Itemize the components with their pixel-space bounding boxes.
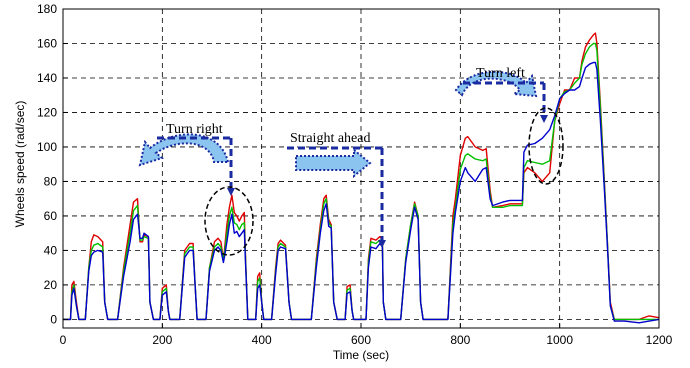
y-tick-label: 140: [37, 71, 57, 85]
x-tick-label: 400: [252, 333, 272, 347]
y-tick-label: 20: [44, 278, 58, 292]
x-tick-label: 600: [351, 333, 371, 347]
annotation-label-straight-ahead: Straight ahead: [290, 131, 370, 146]
y-tick-label: 0: [50, 312, 57, 326]
x-tick-label: 0: [60, 333, 67, 347]
x-tick-label: 1000: [546, 333, 573, 347]
turn-left-curved-arrow: [454, 70, 538, 98]
x-tick-label: 1200: [646, 333, 673, 347]
straight-ahead-block-arrow: [295, 147, 372, 179]
turn-right-annotation: [138, 133, 254, 256]
y-tick-label: 40: [44, 243, 58, 257]
y-tick-label: 100: [37, 140, 57, 154]
straight-ahead-annotation: [287, 146, 386, 248]
y-axis-label: Wheels speed (rad/sec): [13, 101, 27, 228]
y-tick-label: 120: [37, 105, 57, 119]
y-tick-label: 180: [37, 2, 57, 16]
turn-left-annotation: [454, 70, 564, 185]
annotation-label-turn-right: Turn right: [166, 122, 223, 137]
turn-right-ellipse: [204, 186, 254, 256]
x-tick-label: 200: [152, 333, 172, 347]
y-tick-label: 160: [37, 36, 57, 50]
x-tick-label: 800: [450, 333, 470, 347]
turn-left-ellipse: [528, 107, 564, 185]
annotation-label-turn-left: Turn left: [476, 66, 525, 81]
annotation-layer: [138, 70, 564, 256]
series-lines: [63, 32, 660, 324]
annotation-labels: Turn right Straight ahead Turn left: [166, 66, 525, 146]
y-tick-label: 60: [44, 209, 58, 223]
x-axis-label: Time (sec): [333, 348, 389, 362]
series-line-blue: [63, 61, 660, 324]
y-tick-label: 80: [44, 174, 58, 188]
axis-ticks: 0 200 400 600 800 1000 1200 0 20 40 60 80 100 120 140 1…: [37, 2, 673, 347]
